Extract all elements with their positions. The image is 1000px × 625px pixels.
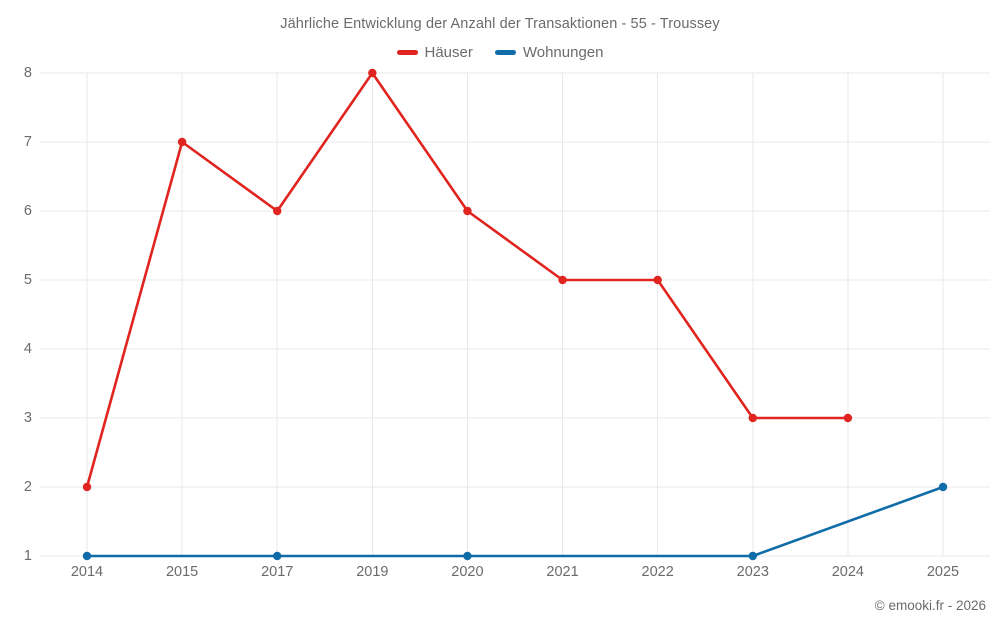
x-axis-tick-label: 2021 xyxy=(546,564,579,580)
y-axis-tick-label: 3 xyxy=(23,410,32,426)
legend-item-hauser[interactable]: Häuser xyxy=(396,44,473,61)
x-axis-tick-label: 2014 xyxy=(70,564,104,580)
y-axis-tick-label: 6 xyxy=(23,203,32,219)
y-axis-tick-label: 8 xyxy=(23,65,32,81)
y-axis-labels: 1 2 3 4 5 6 7 8 xyxy=(0,65,32,564)
x-axis-tick-label: 2019 xyxy=(356,564,389,580)
plot-area xyxy=(40,68,990,561)
legend-label: Häuser xyxy=(424,44,473,61)
y-axis-tick-label: 1 xyxy=(23,548,32,564)
legend-item-wohnungen[interactable]: Wohnungen xyxy=(494,44,604,61)
x-axis-tick-label: 2017 xyxy=(261,564,294,580)
y-axis-tick-label: 7 xyxy=(23,134,32,150)
legend-swatch-icon xyxy=(396,50,418,55)
y-axis-tick-label: 2 xyxy=(23,479,32,495)
chart-title: Jährliche Entwicklung der Anzahl der Tra… xyxy=(280,16,720,32)
x-axis-tick-label: 2025 xyxy=(926,564,960,580)
chart-footer-credit: © emooki.fr - 2026 xyxy=(874,598,986,613)
x-axis-tick-label: 2022 xyxy=(641,564,674,580)
legend-label: Wohnungen xyxy=(522,44,604,61)
chart-plot-svg xyxy=(40,68,990,561)
x-axis-labels: 2014 2015 2017 2019 2020 2021 2022 2023 2024 2025 xyxy=(40,564,990,586)
x-axis-tick-label: 2024 xyxy=(831,564,865,580)
y-axis-tick-label: 5 xyxy=(23,272,32,288)
x-axis-tick-label: 2015 xyxy=(165,564,199,580)
y-axis-tick-label: 4 xyxy=(23,341,32,357)
x-axis-tick-label: 2020 xyxy=(451,564,484,580)
chart-legend: Häuser Wohnungen xyxy=(0,44,1000,61)
legend-swatch-icon xyxy=(494,50,516,55)
x-axis-tick-label: 2023 xyxy=(736,564,769,580)
